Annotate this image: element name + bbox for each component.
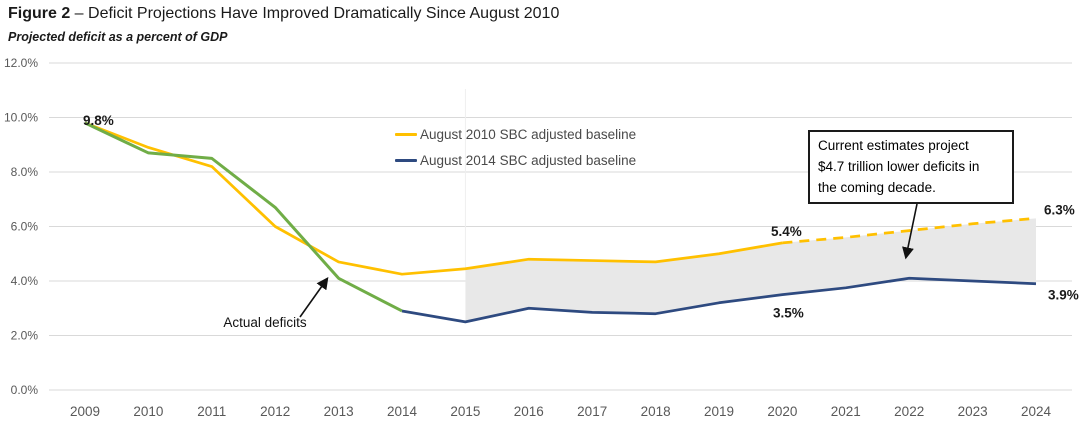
actual-deficits-label: Actual deficits xyxy=(223,315,307,330)
aug-2010-baseline-line xyxy=(84,121,783,276)
x-tick-label: 2023 xyxy=(958,404,988,419)
point-label: 3.9% xyxy=(1048,288,1079,303)
point-label: 3.5% xyxy=(773,306,804,321)
actual-deficits-line xyxy=(84,121,403,313)
figure-number-label: Figure 2 xyxy=(8,5,71,22)
x-tick-label: 2017 xyxy=(577,404,607,419)
aug-2014-baseline-line xyxy=(401,276,1037,324)
x-tick-label: 2015 xyxy=(450,404,480,419)
callout-text-line: the coming decade. xyxy=(818,180,936,195)
y-tick-label: 2.0% xyxy=(11,329,39,343)
y-tick-label: 12.0% xyxy=(4,56,38,70)
legend-item-aug-2010-baseline: August 2010 SBC adjusted baseline xyxy=(395,121,636,147)
x-tick-label: 2016 xyxy=(514,404,544,419)
callout-box: Current estimates project $4.7 trillion … xyxy=(808,130,1014,204)
callout-text-line: $4.7 trillion lower deficits in xyxy=(818,159,980,174)
y-tick-label: 0.0% xyxy=(11,383,39,397)
legend-item-aug-2014-baseline: August 2014 SBC adjusted baseline xyxy=(395,147,636,173)
x-tick-label: 2019 xyxy=(704,404,734,419)
y-tick-label: 4.0% xyxy=(11,274,39,288)
legend-label-aug-2010: August 2010 SBC adjusted baseline xyxy=(420,126,637,142)
actual-deficits-arrow xyxy=(299,277,329,318)
y-tick-label: 6.0% xyxy=(11,220,39,234)
x-tick-label: 2018 xyxy=(641,404,671,419)
x-tick-label: 2022 xyxy=(894,404,924,419)
x-tick-label: 2010 xyxy=(133,404,163,419)
legend-swatch-aug-2010 xyxy=(395,132,417,136)
legend-label-aug-2014: August 2014 SBC adjusted baseline xyxy=(420,152,637,168)
point-label: 9.8% xyxy=(83,113,114,128)
chart-legend: August 2010 SBC adjusted baseline August… xyxy=(395,121,636,173)
y-tick-label: 8.0% xyxy=(11,165,39,179)
x-tick-label: 2024 xyxy=(1021,404,1052,419)
x-tick-label: 2013 xyxy=(324,404,354,419)
callout-text-line: Current estimates project xyxy=(818,138,969,153)
x-tick-label: 2014 xyxy=(387,404,418,419)
point-label: 6.3% xyxy=(1044,202,1075,217)
x-tick-label: 2020 xyxy=(767,404,797,419)
figure-title-text: – Deficit Projections Have Improved Dram… xyxy=(70,5,560,22)
x-tick-label: 2009 xyxy=(70,404,100,419)
x-tick-label: 2011 xyxy=(197,404,226,419)
figure-subtitle: Projected deficit as a percent of GDP xyxy=(8,30,228,44)
figure-title: Figure 2 – Deficit Projections Have Impr… xyxy=(8,5,559,23)
legend-swatch-aug-2014 xyxy=(395,158,417,162)
aug-2010-baseline-projected-line xyxy=(782,216,1037,245)
deficit-gap-area xyxy=(465,218,1036,322)
x-tick-label: 2012 xyxy=(260,404,290,419)
y-tick-label: 10.0% xyxy=(4,111,38,125)
x-tick-label: 2021 xyxy=(831,404,861,419)
callout-arrow xyxy=(902,203,918,260)
point-label: 5.4% xyxy=(771,224,802,239)
